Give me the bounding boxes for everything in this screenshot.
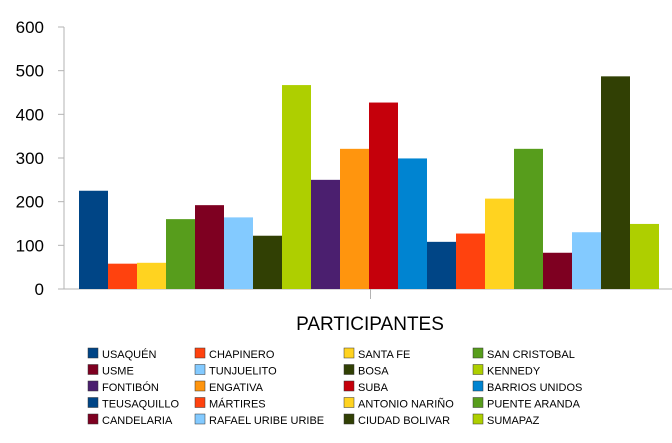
- legend-label: SUMAPAZ: [487, 415, 540, 427]
- legend: USAQUÉN CHAPINERO SANTA FE SAN CRISTOBAL USM…: [87, 347, 582, 427]
- legend-swatch: [472, 380, 484, 392]
- bar-santa-fe: [137, 262, 166, 289]
- legend-swatch: [194, 364, 206, 375]
- legend-item: TEUSAQUILLO: [87, 397, 179, 411]
- legend-item: CIUDAD BOLIVAR: [343, 413, 450, 427]
- legend-item: TUNJUELITO: [194, 364, 277, 378]
- legend-swatch: [194, 347, 206, 359]
- bar-teusaquillo: [427, 241, 456, 289]
- legend-label: RAFAEL URIBE URIBE: [209, 415, 324, 427]
- y-tick-label: 400: [16, 105, 44, 124]
- bar-tunjuelito: [224, 217, 253, 289]
- legend-item: SANTA FE: [343, 347, 410, 361]
- legend-swatch: [472, 413, 484, 425]
- legend-swatch: [472, 364, 484, 375]
- bar-antonio-nari-o: [485, 198, 514, 289]
- legend-swatch: [87, 347, 99, 359]
- legend-swatch: [87, 397, 99, 408]
- legend-label: PUENTE ARANDA: [487, 399, 581, 411]
- y-tick-label: 600: [16, 18, 44, 37]
- legend-swatch: [194, 413, 206, 425]
- legend-item: CHAPINERO: [194, 347, 275, 361]
- legend-item: ANTONIO NARIÑO: [343, 397, 454, 411]
- bar-ciudad-bolivar: [601, 76, 630, 290]
- x-axis-title: PARTICIPANTES: [296, 314, 444, 335]
- legend-swatch: [472, 347, 484, 359]
- bar-kennedy: [282, 85, 311, 290]
- legend-label: ENGATIVA: [209, 382, 264, 394]
- bar-puente-aranda: [514, 148, 543, 289]
- legend-swatch: [87, 413, 99, 425]
- bar-usaqu-n: [79, 190, 108, 289]
- legend-swatch: [194, 397, 206, 408]
- bar-bosa: [253, 235, 282, 289]
- legend-swatch: [194, 380, 206, 392]
- bar-m-rtires: [456, 233, 485, 289]
- legend-item: SUMAPAZ: [472, 413, 540, 427]
- bar-rafael-uribe-uribe: [572, 232, 601, 289]
- bar-usme: [195, 205, 224, 289]
- bar-suba: [369, 102, 398, 289]
- legend-label: BOSA: [358, 366, 389, 378]
- legend-label: USAQUÉN: [102, 348, 156, 361]
- y-tick-label: 200: [16, 193, 44, 212]
- legend-label: CANDELARIA: [102, 415, 173, 427]
- y-tick-label: 0: [35, 280, 44, 299]
- y-tick-label: 300: [16, 149, 44, 168]
- legend-label: USME: [102, 366, 134, 378]
- bar-fontib-n: [311, 179, 340, 289]
- legend-swatch: [343, 347, 355, 359]
- legend-swatch: [343, 380, 355, 392]
- bar-engativa: [340, 148, 369, 289]
- legend-item: USME: [87, 364, 134, 378]
- bar-san-cristobal: [166, 219, 195, 289]
- legend-item: KENNEDY: [472, 364, 541, 378]
- bar-candelaria: [543, 252, 572, 289]
- legend-label: FONTIBÓN: [102, 381, 159, 394]
- legend-item: CANDELARIA: [87, 413, 173, 427]
- legend-label: CHAPINERO: [209, 349, 275, 361]
- legend-item: PUENTE ARANDA: [472, 397, 581, 411]
- bar-chapinero: [108, 263, 137, 289]
- legend-label: SUBA: [358, 382, 389, 394]
- legend-item: USAQUÉN: [87, 347, 156, 361]
- legend-item: BARRIOS UNIDOS: [472, 380, 582, 394]
- legend-swatch: [87, 364, 99, 375]
- legend-swatch: [87, 380, 99, 392]
- legend-label: SAN CRISTOBAL: [487, 349, 575, 361]
- y-tick-label: 100: [16, 236, 44, 255]
- legend-item: BOSA: [343, 364, 389, 378]
- legend-label: TUNJUELITO: [209, 366, 277, 378]
- legend-label: BARRIOS UNIDOS: [487, 382, 582, 394]
- legend-swatch: [343, 397, 355, 408]
- y-tick-label: 500: [16, 62, 44, 81]
- legend-label: CIUDAD BOLIVAR: [358, 415, 450, 427]
- legend-item: RAFAEL URIBE URIBE: [194, 413, 324, 427]
- legend-item: FONTIBÓN: [87, 380, 159, 394]
- axes: 0 100 200 300 400 500 600: [16, 18, 672, 299]
- legend-label: TEUSAQUILLO: [102, 399, 179, 411]
- legend-label: KENNEDY: [487, 366, 541, 378]
- legend-swatch: [343, 413, 355, 425]
- legend-label: ANTONIO NARIÑO: [358, 398, 454, 411]
- legend-swatch: [472, 397, 484, 408]
- legend-item: SAN CRISTOBAL: [472, 347, 575, 361]
- bar-sumapaz: [630, 223, 659, 289]
- legend-item: MÁRTIRES: [194, 397, 266, 411]
- legend-item: ENGATIVA: [194, 380, 264, 394]
- legend-label: SANTA FE: [358, 349, 410, 361]
- legend-label: MÁRTIRES: [209, 398, 266, 411]
- legend-item: SUBA: [343, 380, 389, 394]
- bar-barrios-unidos: [398, 158, 427, 289]
- legend-swatch: [343, 364, 355, 375]
- bars: [79, 76, 659, 290]
